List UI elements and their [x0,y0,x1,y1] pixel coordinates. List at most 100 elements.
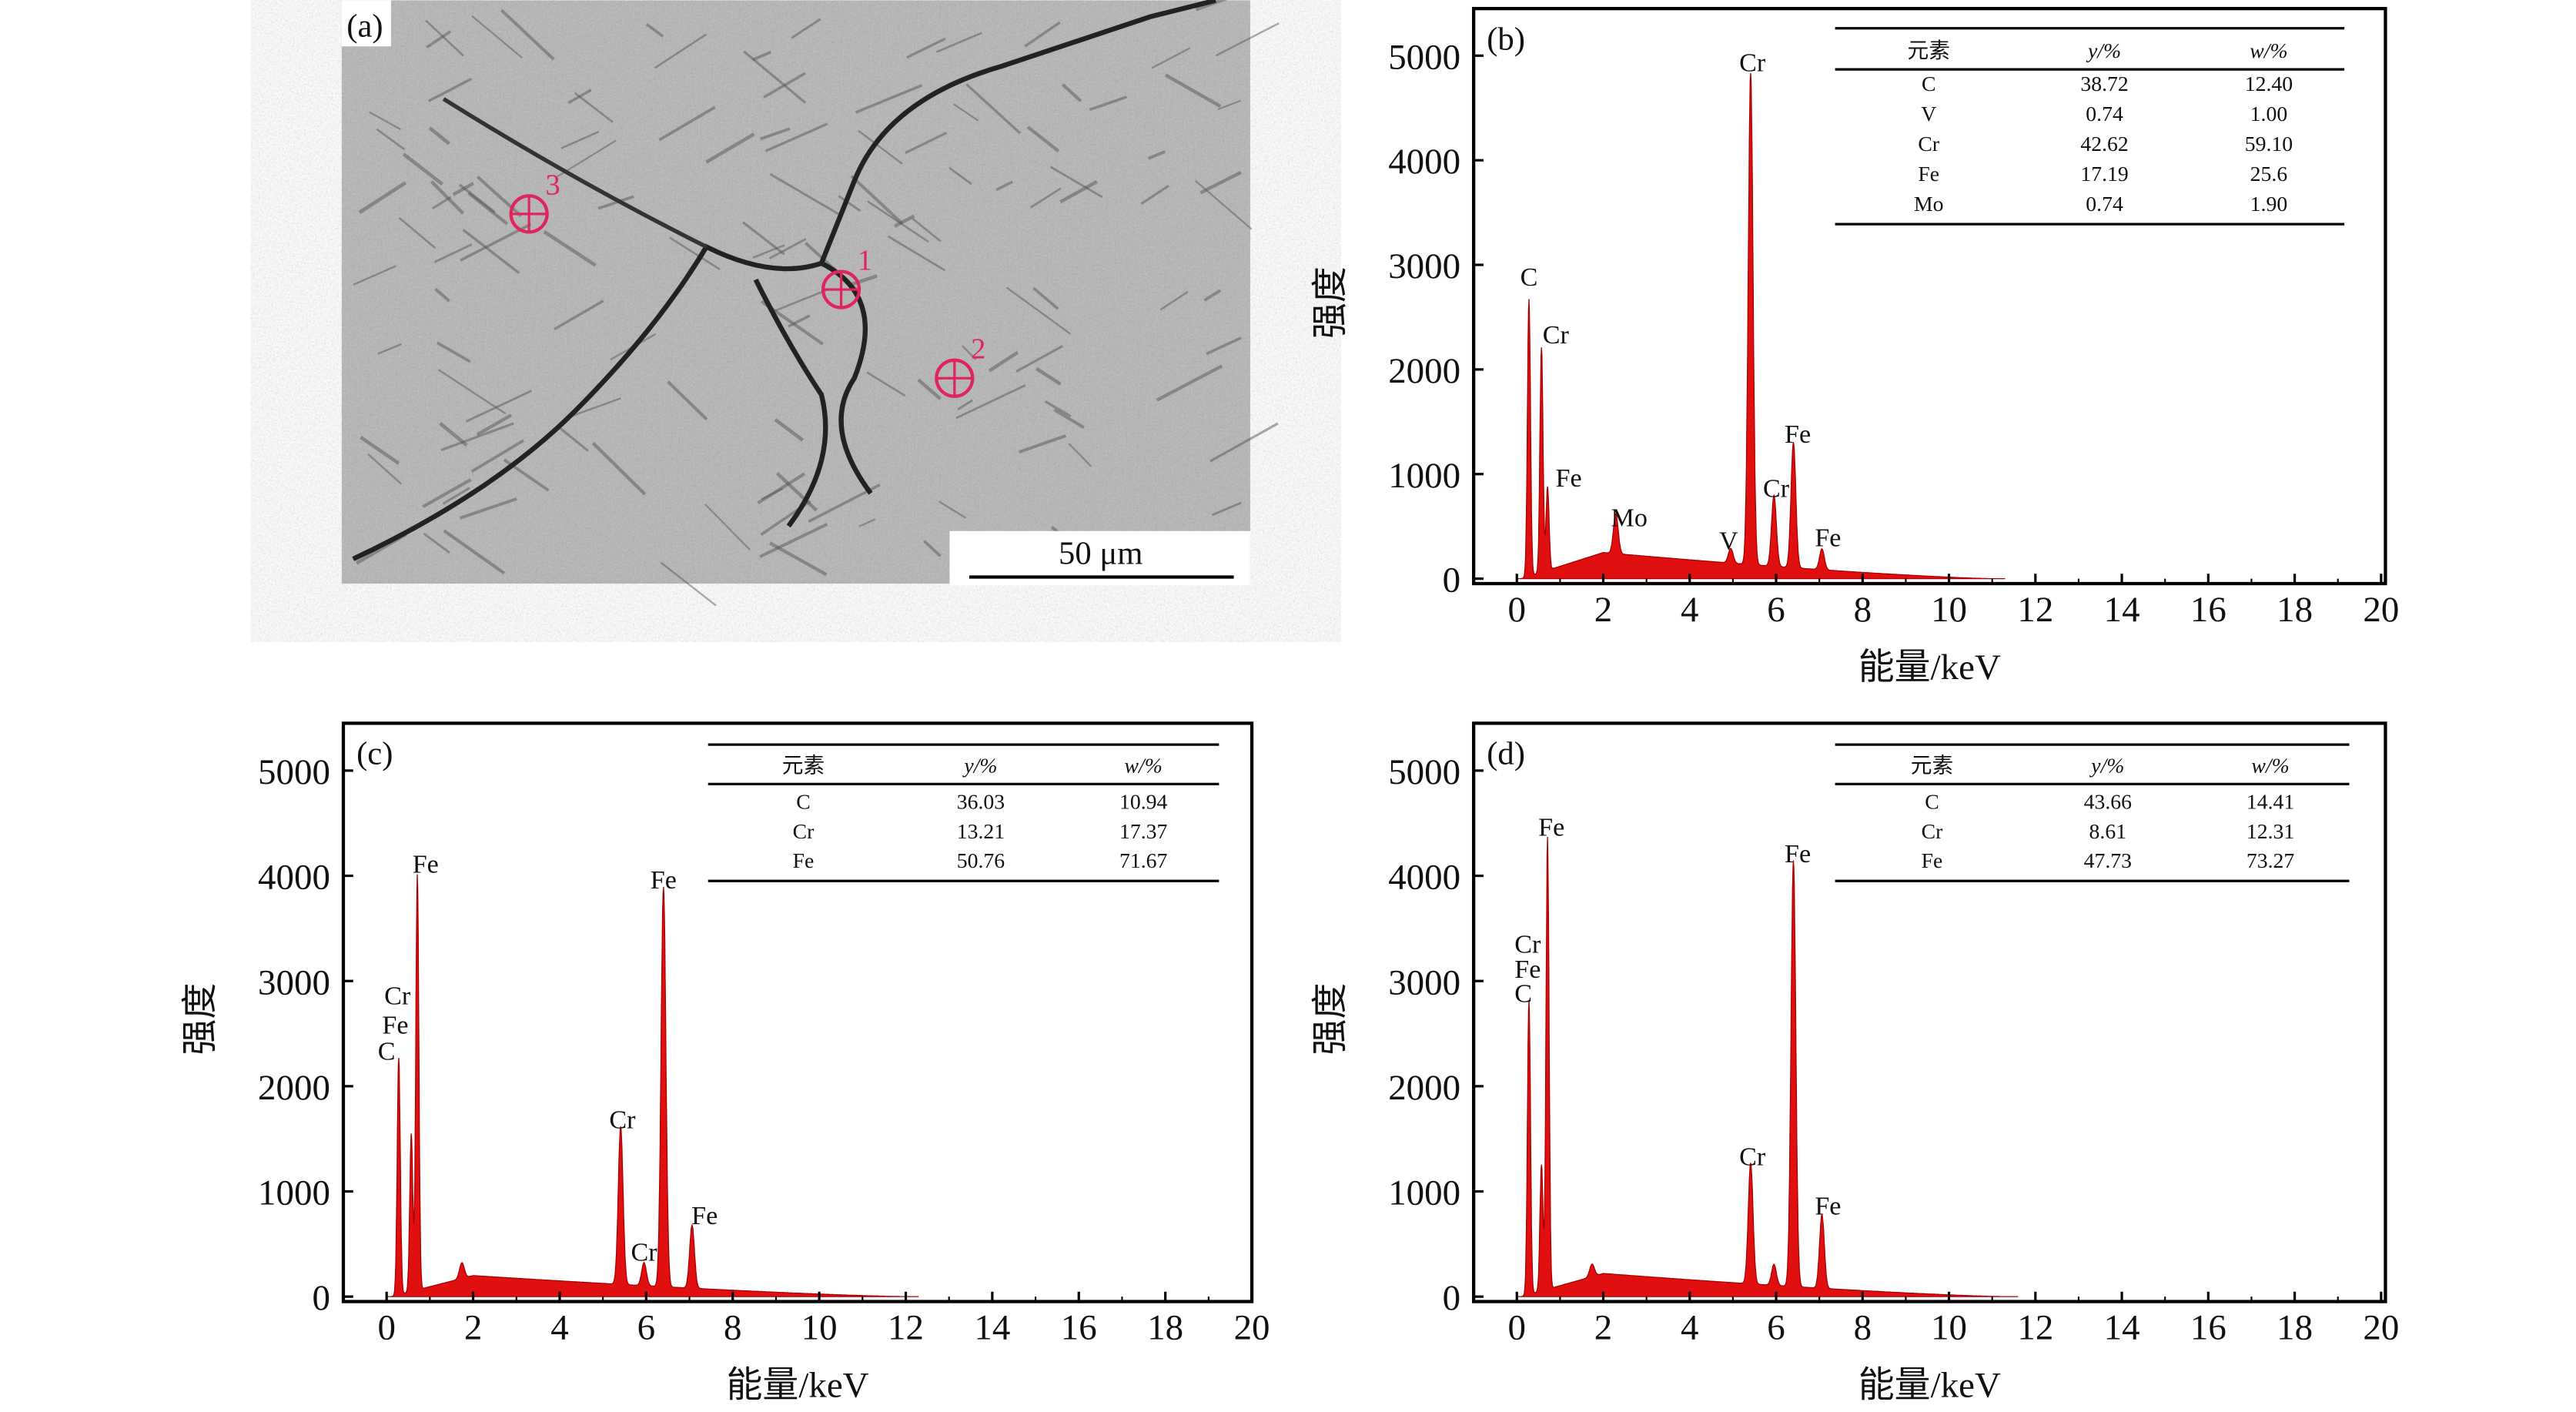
sem-streak [1026,125,1060,152]
sem-streak [402,152,444,186]
table-cell: 12.40 [2245,72,2293,96]
sem-streak [858,518,876,527]
sem-streak [434,287,450,303]
table-cell: Fe [793,849,815,873]
table-cell: Fe [1922,849,1943,873]
sem-streak [1062,83,1082,102]
y-tick-label: 5000 [1388,752,1460,792]
y-tick-label: 4000 [258,858,330,898]
sem-streak [923,540,942,557]
table-cell: 0.74 [2086,102,2123,126]
sem-streak [905,132,948,154]
y-tick-label: 0 [1443,560,1460,601]
sem-streak [855,84,923,114]
sem-streak [422,478,472,508]
table-cell: Mo [1914,192,1944,216]
sem-streak [771,288,828,313]
scale-bar-label: 50 μm [1059,535,1142,571]
sem-streak [1147,150,1166,160]
table-cell: 50.76 [957,849,1005,873]
x-tick-label: 2 [464,1308,482,1348]
sem-streak [459,497,517,520]
sem-streak [442,487,470,505]
x-tick-label: 20 [1234,1308,1270,1348]
sem-streak [893,214,915,229]
peak-label: Cr [1543,321,1570,350]
sem-streak [791,18,821,39]
sem-streak [769,172,839,216]
table-cell: C [796,790,811,814]
y-tick-label: 2000 [258,1068,330,1108]
table-cell: 42.62 [2080,132,2128,156]
eds-spectrum-chart-c: 0 2 4 6 8 10 12 14 16 18 20 0 1000 2000 3000 4000 5000 能量… [180,721,1270,1405]
x-axis-label: 能量/keV [1858,1365,2001,1405]
y-tick-label: 1000 [1388,456,1460,496]
peak-label: C [1514,980,1532,1009]
sem-texture [341,0,1250,584]
sem-streak [437,369,507,415]
sem-streak [935,32,982,53]
table-header: w/% [1125,754,1163,778]
x-tick-label: 18 [2277,1308,2313,1348]
table-header: 元素 [1907,39,1949,63]
x-tick-label: 4 [550,1308,568,1348]
sem-streak [752,244,785,259]
sem-streak [1199,170,1242,195]
peak-label: Fe [382,1012,408,1040]
table-header: w/% [2250,39,2287,63]
sem-streak [769,541,828,577]
peak-label: Fe [1556,464,1582,493]
table-header: 元素 [782,754,825,778]
sem-streak [906,37,946,59]
sem-streak [850,175,904,225]
sem-streak [1032,286,1059,310]
sem-streak [988,350,1019,373]
table-cell: Cr [793,820,815,844]
sem-streak [658,105,716,142]
sem-streak [704,504,751,550]
analysis-point-marker: 1 [821,244,872,310]
sem-streak [443,529,506,575]
y-tick-label: 2000 [1388,351,1460,391]
y-tick-label: 3000 [1388,962,1460,1002]
x-tick-label: 6 [1767,1308,1785,1348]
sem-streak [760,127,791,141]
sem-streak [427,77,473,102]
table-cell: 13.21 [957,820,1005,844]
sem-streak [471,15,523,59]
y-tick-label: 3000 [258,962,330,1002]
sem-streak [948,166,972,186]
sem-streak [995,180,1014,192]
sem-streak [1217,99,1242,111]
sem-streak [1211,501,1242,517]
sem-streak [849,274,878,287]
sem-streak [1005,286,1072,335]
sem-streak [476,413,513,437]
x-tick-label: 8 [724,1308,741,1348]
table-header: w/% [2251,754,2289,778]
sem-streak [465,390,533,423]
peak-label: Cr [609,1106,636,1135]
peak-label: Cr [1739,1143,1766,1171]
panel-label-bg [341,0,391,47]
sem-streak [1049,166,1103,199]
sem-streak [667,380,708,421]
sem-streak [1019,434,1067,454]
sem-streak [377,343,402,355]
peak-label: C [1521,263,1538,292]
sem-streak [764,122,828,152]
table-cell: 38.72 [2080,72,2128,96]
sem-streak [668,236,721,270]
sem-streak [369,111,401,131]
peak-label: Fe [1815,524,1841,553]
x-tick-label: 14 [2104,1308,2140,1348]
sem-streak [425,19,464,57]
sem-streak [768,238,807,259]
sem-streak [1015,345,1063,373]
sem-streak [761,487,784,500]
x-tick-label: 18 [1147,1308,1183,1348]
sem-streak [866,371,906,397]
composition-table: 元素 y/% w/% C 36.03 10.94 Cr 13.21 17.37 Fe 50.76 71… [708,743,1219,882]
sem-streak [763,72,806,99]
x-tick-label: 18 [2277,590,2313,630]
